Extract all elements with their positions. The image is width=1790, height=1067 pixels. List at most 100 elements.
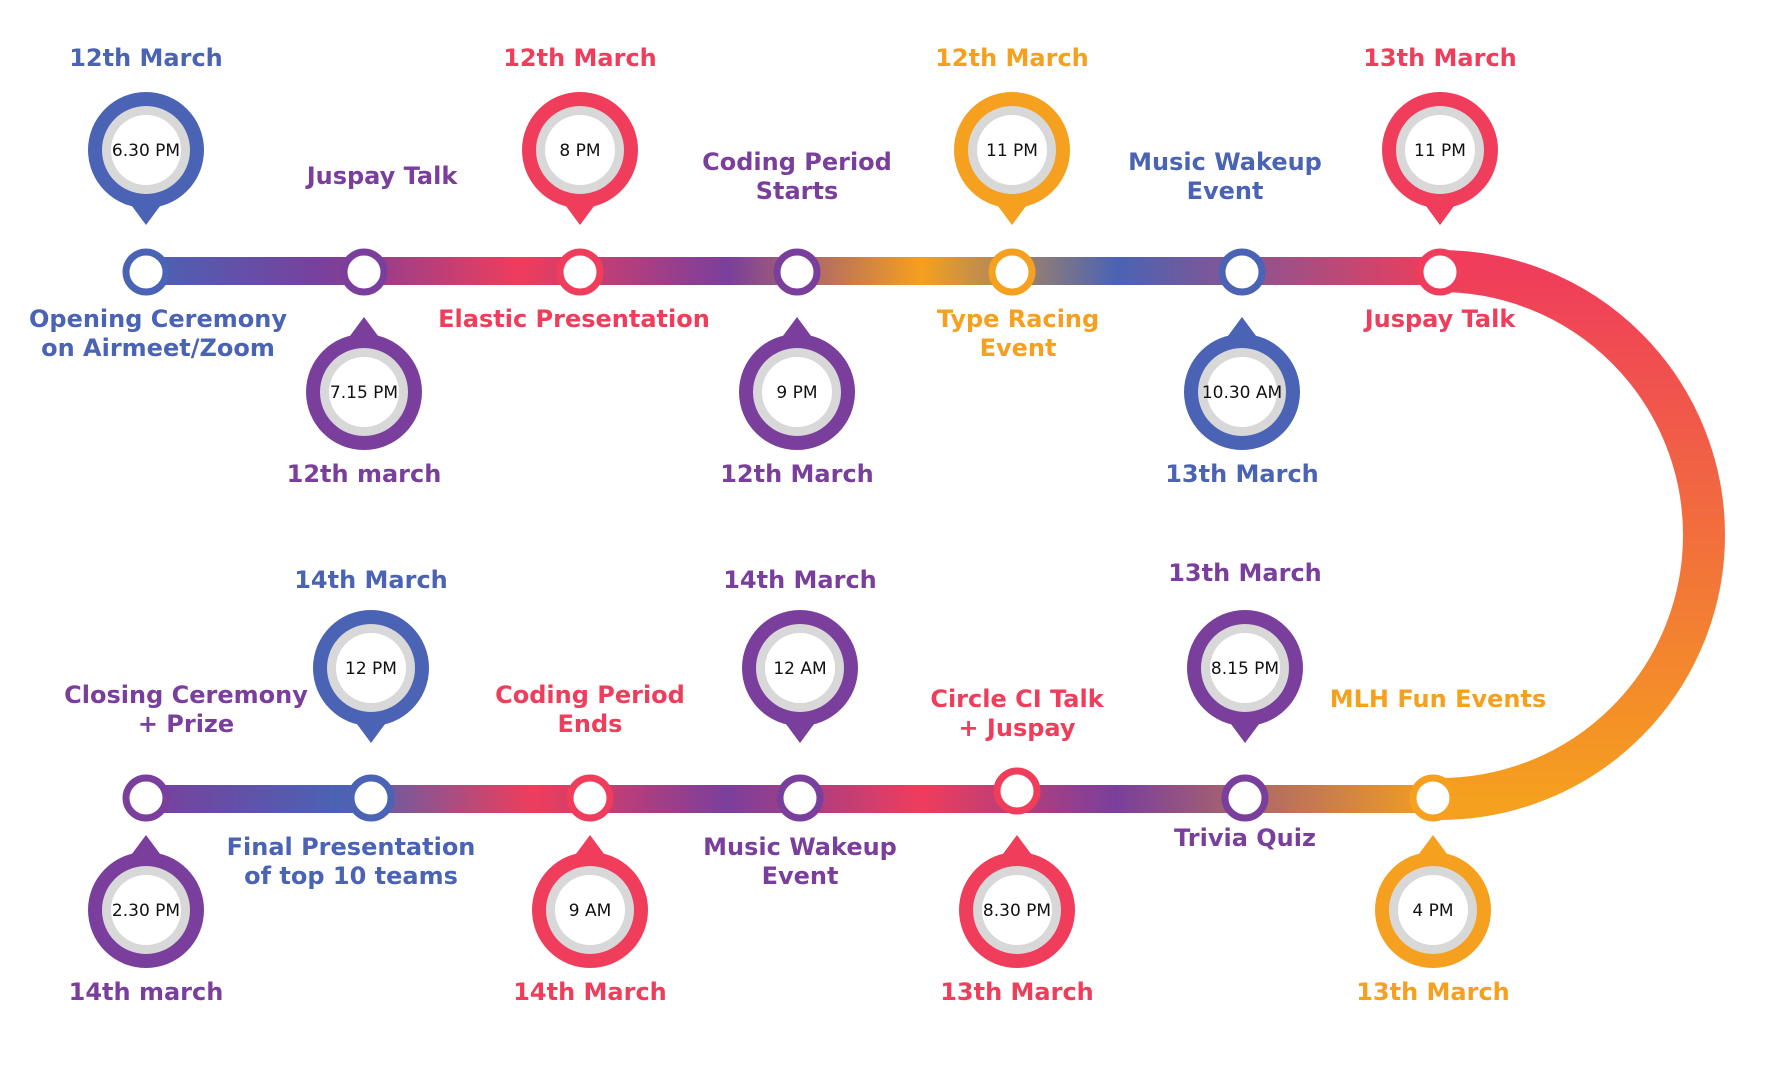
event-time: 7.15 PM: [330, 383, 398, 403]
timeline-node: [776, 774, 824, 822]
event-time: 11 PM: [986, 141, 1038, 161]
time-pin: 9 AM: [532, 835, 648, 968]
timeline-event: 2.30 PM 14th march Closing Ceremony + Prize: [64, 681, 308, 1006]
event-date: 14th march: [69, 978, 224, 1006]
timeline-node: [556, 248, 604, 296]
timeline-event: 7.15 PM 12th march Juspay Talk: [287, 162, 459, 488]
timeline-event: 6.30 PM 12th March Opening Ceremony on Airm…: [29, 44, 287, 362]
event-title-line: + Juspay: [958, 714, 1075, 742]
event-date: 12th March: [69, 44, 223, 72]
event-title-line: MLH Fun Events: [1330, 685, 1547, 713]
event-title-line: Event: [1187, 177, 1264, 205]
event-date: 13th March: [1356, 978, 1510, 1006]
event-title: Circle CI Talk + Juspay: [930, 685, 1104, 742]
event-time: 11 PM: [1414, 141, 1466, 161]
event-date: 14th March: [723, 566, 877, 594]
track-curve: [1439, 250, 1725, 820]
event-title-line: Type Racing: [937, 305, 1099, 333]
time-pin: 10.30 AM: [1184, 317, 1300, 450]
time-pin: 4 PM: [1375, 835, 1491, 968]
event-title: Opening Ceremony on Airmeet/Zoom: [29, 305, 287, 362]
event-time: 2.30 PM: [112, 901, 180, 921]
event-date: 12th March: [720, 460, 874, 488]
timeline-node: [340, 248, 388, 296]
event-time: 12 AM: [773, 659, 826, 679]
time-pin: 8.15 PM: [1187, 610, 1303, 743]
timeline-event: 9 PM 12th March Coding Period Starts: [702, 148, 892, 488]
event-title-line: + Prize: [138, 710, 234, 738]
event-title-line: Coding Period: [495, 681, 685, 709]
timeline-event: 8.30 PM 13th March Circle CI Talk + Juspay: [930, 685, 1104, 1006]
event-title: Final Presentation of top 10 teams: [227, 833, 476, 890]
event-date: 12th march: [287, 460, 442, 488]
timeline-node: [1221, 774, 1269, 822]
event-title-line: Coding Period: [702, 148, 892, 176]
event-title-line: Elastic Presentation: [438, 305, 710, 333]
timeline-event: 12 PM 14th March Final Presentation of top …: [227, 566, 476, 890]
time-pin: 6.30 PM: [88, 92, 204, 225]
event-time: 8.15 PM: [1211, 659, 1279, 679]
time-pin: 11 PM: [1382, 92, 1498, 225]
event-title-line: Event: [980, 334, 1057, 362]
timeline-node: [122, 774, 170, 822]
timeline-node: [347, 774, 395, 822]
event-title-line: Event: [762, 862, 839, 890]
time-pin: 8.30 PM: [959, 835, 1075, 968]
event-title-line: Final Presentation: [227, 833, 476, 861]
event-date: 13th March: [1363, 44, 1517, 72]
time-pin: 9 PM: [739, 317, 855, 450]
timeline-event: 11 PM 13th March Juspay Talk: [1363, 44, 1517, 333]
timeline-node: [1409, 774, 1457, 822]
time-pin: 12 AM: [742, 610, 858, 743]
event-title-line: Opening Ceremony: [29, 305, 287, 333]
event-title-line: Closing Ceremony: [64, 681, 308, 709]
event-date: 12th March: [503, 44, 657, 72]
timeline-event: 11 PM 12th March Type Racing Event: [935, 44, 1099, 362]
timeline-event: 8.15 PM 13th March Trivia Quiz: [1168, 559, 1322, 852]
timeline-node: [122, 248, 170, 296]
event-time: 6.30 PM: [112, 141, 180, 161]
event-date: 13th March: [1168, 559, 1322, 587]
event-date: 14th March: [513, 978, 667, 1006]
event-title: Music Wakeup Event: [1128, 148, 1322, 205]
event-time: 8.30 PM: [983, 901, 1051, 921]
event-time: 10.30 AM: [1202, 383, 1282, 403]
event-title: Type Racing Event: [937, 305, 1099, 362]
time-pin: 7.15 PM: [306, 317, 422, 450]
timeline-event: 10.30 AM 13th March Music Wakeup Event: [1128, 148, 1322, 488]
event-title: Coding Period Starts: [702, 148, 892, 205]
event-title-line: Starts: [756, 177, 839, 205]
timeline-event: 12 AM 14th March Music Wakeup Event: [703, 566, 897, 890]
time-pin: 8 PM: [522, 92, 638, 225]
event-title-line: of top 10 teams: [244, 862, 458, 890]
event-title: Trivia Quiz: [1174, 824, 1316, 852]
event-title: Elastic Presentation: [438, 305, 710, 333]
timeline-event: 8 PM 12th March Elastic Presentation: [438, 44, 710, 333]
event-date: 13th March: [940, 978, 1094, 1006]
event-title-line: Ends: [558, 710, 623, 738]
time-pin: 2.30 PM: [88, 835, 204, 968]
time-pin: 12 PM: [313, 610, 429, 743]
event-time: 12 PM: [345, 659, 397, 679]
event-time: 9 AM: [569, 901, 612, 921]
event-title: Music Wakeup Event: [703, 833, 897, 890]
event-title-line: Juspay Talk: [1363, 305, 1517, 333]
event-title-line: on Airmeet/Zoom: [41, 334, 275, 362]
event-title-line: Circle CI Talk: [930, 685, 1104, 713]
event-title-line: Music Wakeup: [703, 833, 897, 861]
event-time: 9 PM: [776, 383, 817, 403]
event-title: Juspay Talk: [305, 162, 459, 190]
timeline-node: [993, 767, 1041, 815]
timeline-node: [1416, 248, 1464, 296]
event-title-line: Music Wakeup: [1128, 148, 1322, 176]
timeline-node: [1218, 248, 1266, 296]
timeline-events: 6.30 PM 12th March Opening Ceremony on Airm…: [29, 44, 1546, 1006]
timeline-node: [566, 774, 614, 822]
event-title-line: Trivia Quiz: [1174, 824, 1316, 852]
timeline-event: 9 AM 14th March Coding Period Ends: [495, 681, 685, 1006]
timeline-event: 4 PM 13th March MLH Fun Events: [1330, 685, 1547, 1006]
timeline-node: [988, 248, 1036, 296]
event-title-line: Juspay Talk: [305, 162, 459, 190]
event-date: 12th March: [935, 44, 1089, 72]
